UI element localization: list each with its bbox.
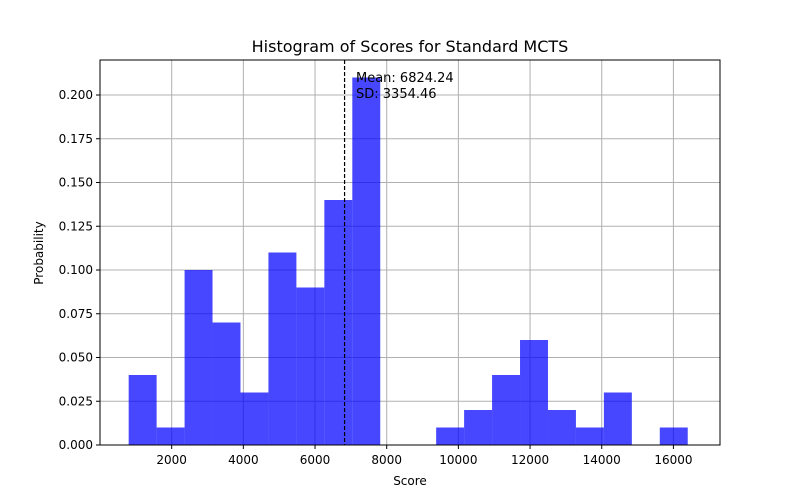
histogram-bar bbox=[436, 427, 465, 445]
histogram-bar bbox=[603, 392, 632, 445]
y-tick-label: 0.175 bbox=[59, 132, 93, 146]
x-tick-label: 2000 bbox=[156, 453, 187, 467]
histogram-bar bbox=[464, 410, 493, 445]
annotation-sd: SD: 3354.46 bbox=[356, 87, 437, 102]
y-tick-label: 0.025 bbox=[59, 394, 93, 408]
y-tick-label: 0.050 bbox=[59, 351, 93, 365]
histogram-bar bbox=[128, 375, 157, 445]
x-tick-label: 6000 bbox=[300, 453, 331, 467]
annotation-mean: Mean: 6824.24 bbox=[356, 71, 454, 86]
histogram-bar bbox=[492, 375, 521, 445]
histogram-bar bbox=[547, 410, 576, 445]
y-tick-label: 0.075 bbox=[59, 307, 93, 321]
histogram-bar bbox=[268, 252, 297, 445]
x-tick-label: 4000 bbox=[228, 453, 259, 467]
histogram-bar bbox=[324, 200, 353, 445]
x-tick-label: 14000 bbox=[583, 453, 621, 467]
histogram-bar bbox=[575, 427, 604, 445]
x-axis-ticks: 2000 4000 6000 8000 10000 12000 14000 16000 bbox=[156, 445, 693, 467]
x-tick-label: 10000 bbox=[439, 453, 477, 467]
y-tick-label: 0.000 bbox=[59, 438, 93, 452]
y-tick-label: 0.125 bbox=[59, 219, 93, 233]
plot-frame bbox=[99, 59, 721, 446]
histogram-bar bbox=[184, 270, 213, 445]
histogram-bar bbox=[212, 322, 241, 445]
histogram-bar bbox=[296, 287, 325, 445]
y-tick-label: 0.100 bbox=[59, 263, 93, 277]
histogram-bar bbox=[520, 340, 548, 445]
y-tick-label: 0.150 bbox=[59, 176, 93, 190]
histogram-bar bbox=[156, 427, 185, 445]
histogram-bars bbox=[128, 77, 688, 445]
x-tick-label: 12000 bbox=[511, 453, 549, 467]
y-axis-label: Probability bbox=[32, 221, 46, 284]
y-axis-ticks: 0.000 0.025 0.050 0.075 0.100 0.125 0.150 0.175… bbox=[59, 88, 100, 452]
x-axis-label: Score bbox=[393, 474, 427, 488]
chart-title: Histogram of Scores for Standard MCTS bbox=[252, 37, 569, 56]
y-tick-label: 0.200 bbox=[59, 88, 93, 102]
histogram-bar bbox=[659, 427, 688, 445]
histogram-bar bbox=[240, 392, 269, 445]
x-tick-label: 16000 bbox=[654, 453, 692, 467]
x-tick-label: 8000 bbox=[371, 453, 402, 467]
histogram-bar bbox=[352, 77, 381, 445]
